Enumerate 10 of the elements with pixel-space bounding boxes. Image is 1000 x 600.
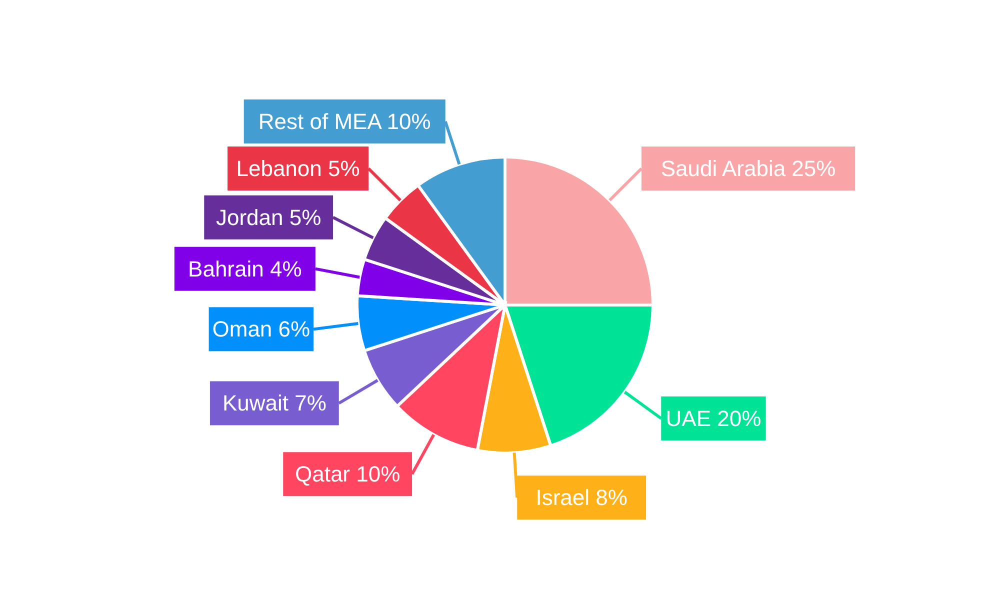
slice-label: UAE 20% bbox=[666, 406, 762, 431]
slice-label: Jordan 5% bbox=[216, 204, 322, 230]
slice-label: Qatar 10% bbox=[294, 462, 400, 487]
slice-label: Bahrain 4% bbox=[188, 256, 302, 282]
slice-label: Saudi Arabia 25% bbox=[660, 156, 836, 182]
slice-label: Israel 8% bbox=[536, 485, 628, 510]
slice-label: Oman 6% bbox=[212, 316, 310, 342]
slice-label: Kuwait 7% bbox=[222, 390, 326, 416]
slice-label: Rest of MEA 10% bbox=[258, 108, 431, 134]
slice-label: Lebanon 5% bbox=[236, 156, 360, 182]
